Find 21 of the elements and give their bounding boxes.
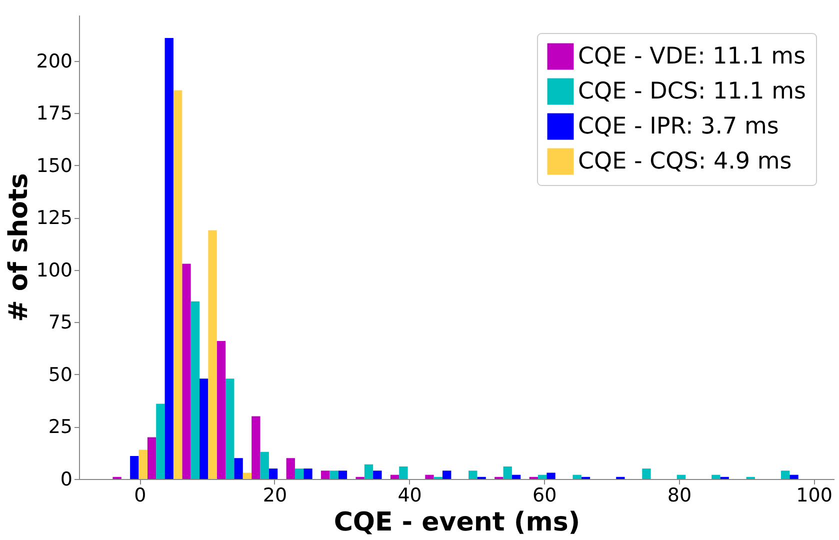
y-tick-label: 75 [48, 312, 72, 334]
y-tick-label: 125 [36, 207, 72, 230]
legend-label: CQE - IPR: 3.7 ms [578, 114, 779, 140]
legend-label: CQE - CQS: 4.9 ms [578, 148, 792, 174]
y-tick-label: 0 [60, 468, 72, 490]
x-tick-label: 20 [262, 484, 288, 506]
y-tick-label: 150 [36, 154, 72, 177]
y-tick-label: 200 [36, 50, 72, 72]
y-axis-title: # of shots [4, 173, 34, 322]
y-tick-label: 100 [36, 259, 72, 282]
x-tick-label: 100 [796, 484, 832, 506]
y-tick-label: 25 [48, 416, 72, 438]
y-tick-label: 50 [48, 364, 72, 386]
x-axis-title: CQE - event (ms) [334, 508, 580, 538]
x-tick-label: 60 [532, 484, 557, 506]
x-tick-label: 0 [134, 484, 146, 506]
x-tick-label: 40 [398, 484, 422, 506]
y-tick-label: 175 [36, 102, 72, 125]
x-tick-label: 80 [667, 484, 692, 506]
legend-label: CQE - VDE: 11.1 ms [578, 44, 806, 70]
legend-label: CQE - DCS: 11.1 ms [578, 78, 806, 104]
